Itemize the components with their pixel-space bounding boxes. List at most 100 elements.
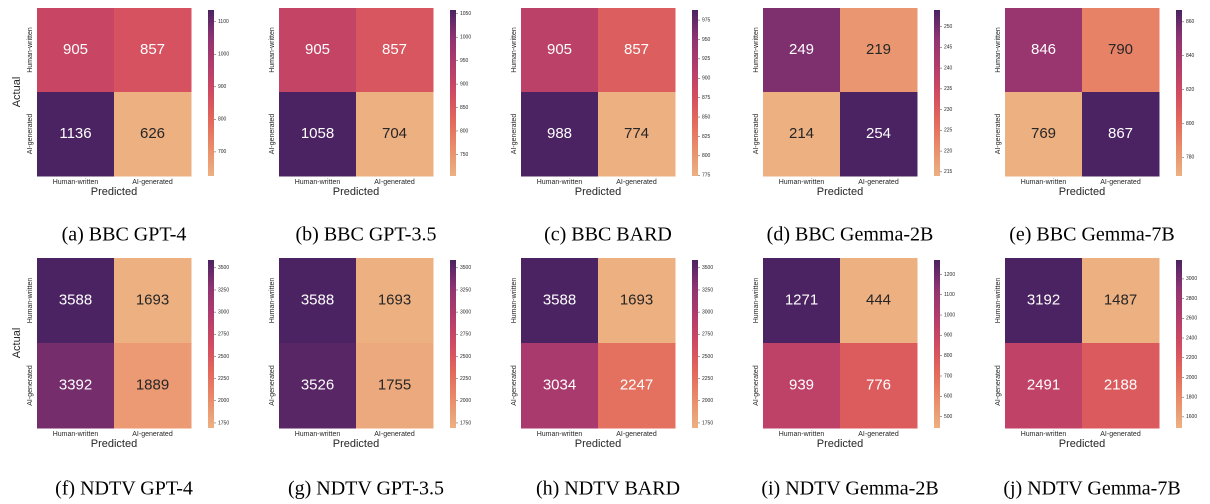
x-tick-label: Human-written: [53, 179, 99, 186]
colorbar-tick-label: 925: [702, 56, 711, 62]
colorbar-tick-label: 2500: [218, 354, 229, 360]
colorbar-tick-label: 3250: [702, 287, 713, 293]
heatmap-cell: [356, 92, 434, 177]
heatmap-cell: [279, 8, 357, 93]
colorbar-tick-label: 1050: [460, 11, 471, 17]
y-tick-label: Human-written: [995, 278, 1002, 324]
cell-value: 2247: [620, 376, 653, 393]
colorbar-tick-label: 1000: [460, 35, 471, 41]
cell-value: 1693: [620, 291, 653, 308]
colorbar-tick-label: 800: [1186, 121, 1195, 127]
heatmap-cell: [356, 8, 434, 93]
colorbar-tick-label: 1600: [1186, 414, 1197, 420]
heatmap-cell: [1082, 258, 1160, 344]
cell-value: 867: [1108, 125, 1133, 142]
colorbar-tick-label: 250: [944, 24, 953, 30]
cell-value: 1136: [59, 125, 91, 142]
colorbar-tick-label: 780: [1186, 155, 1195, 161]
colorbar-tick-label: 1200: [944, 272, 955, 278]
colorbar-tick-label: 875: [702, 95, 711, 101]
colorbar-tick-label: 825: [702, 134, 711, 140]
y-tick-label: AI-generated: [27, 365, 34, 406]
x-axis-label: Predicted: [333, 186, 379, 198]
cell-value: 1487: [1104, 291, 1137, 308]
y-tick-label: AI-generated: [753, 114, 760, 155]
x-tick-label: AI-generated: [132, 179, 173, 186]
colorbar-tick-label: 1800: [1186, 394, 1197, 400]
heatmap-cell: [279, 343, 357, 429]
y-tick-label: AI-generated: [753, 365, 760, 406]
colorbar-tick-label: 3000: [1186, 276, 1197, 282]
colorbar-tick-label: 840: [1186, 53, 1195, 59]
x-tick-label: AI-generated: [374, 179, 415, 186]
cell-value: 1693: [378, 291, 411, 308]
colorbar-tick-label: 3000: [460, 309, 471, 315]
caption: (a) BBC GPT-4: [62, 224, 187, 246]
caption: (h) NDTV BARD: [536, 478, 680, 500]
colorbar-tick-label: 850: [702, 114, 711, 120]
colorbar-tick-label: 220: [944, 148, 953, 154]
colorbar-tick-label: 3000: [702, 309, 713, 315]
x-tick-label: Human-written: [295, 179, 341, 186]
colorbar-tick-label: 2200: [1186, 355, 1197, 361]
cell-value: 704: [382, 125, 407, 142]
caption: (b) BBC GPT-3.5: [296, 224, 437, 246]
heatmap-cell: [114, 258, 192, 344]
heatmap-cell: [840, 343, 918, 429]
y-tick-label: AI-generated: [995, 114, 1002, 155]
cell-value: 790: [1108, 41, 1133, 58]
y-tick-label: AI-generated: [27, 114, 34, 155]
y-tick-label: AI-generated: [511, 365, 518, 406]
heatmap-cell: [521, 343, 599, 429]
heatmap-cell: [1005, 92, 1083, 177]
cell-value: 3392: [59, 376, 92, 393]
heatmap-cell: [598, 258, 676, 344]
colorbar-tick-label: 215: [944, 169, 953, 175]
cell-value: 3588: [301, 291, 334, 308]
colorbar-tick-label: 500: [944, 414, 953, 420]
x-tick-label: AI-generated: [858, 431, 899, 438]
heatmap-cell: [279, 258, 357, 344]
x-tick-label: Human-written: [537, 179, 583, 186]
y-axis-label: Actual: [11, 328, 23, 359]
cell-value: 857: [140, 41, 165, 58]
colorbar-tick-label: 2750: [460, 332, 471, 338]
heatmap-cell: [114, 92, 192, 177]
colorbar-tick-label: 3500: [460, 265, 471, 271]
colorbar-tick-label: 2500: [460, 354, 471, 360]
colorbar-tick-label: 230: [944, 107, 953, 113]
cell-value: 939: [789, 376, 814, 393]
colorbar-tick-label: 3500: [218, 265, 229, 271]
x-tick-label: Human-written: [1021, 431, 1067, 438]
cell-value: 3588: [543, 291, 576, 308]
cell-value: 1755: [378, 376, 411, 393]
colorbar-tick-label: 800: [944, 353, 953, 359]
x-tick-label: Human-written: [779, 431, 825, 438]
colorbar-tick-label: 1000: [218, 52, 229, 58]
heatmap-cell: [356, 343, 434, 429]
colorbar-tick-label: 2000: [1186, 375, 1197, 381]
cell-value: 905: [547, 41, 572, 58]
colorbar-tick-label: 1750: [460, 420, 471, 426]
colorbar-tick-label: 800: [218, 117, 227, 123]
colorbar-tick-label: 900: [702, 76, 711, 82]
cell-value: 1058: [301, 125, 334, 142]
caption: (f) NDTV GPT-4: [55, 478, 193, 500]
x-axis-label: Predicted: [575, 186, 621, 198]
x-axis-label: Predicted: [817, 438, 863, 450]
x-axis-label: Predicted: [817, 186, 863, 198]
caption: (g) NDTV GPT-3.5: [288, 478, 444, 500]
colorbar-tick-label: 225: [944, 128, 953, 134]
x-tick-label: Human-written: [537, 431, 583, 438]
colorbar-tick-label: 750: [460, 152, 469, 158]
x-tick-label: AI-generated: [132, 431, 173, 438]
y-tick-label: Human-written: [511, 278, 518, 324]
cell-value: 1271: [785, 291, 818, 308]
colorbar-tick-label: 900: [218, 84, 227, 90]
y-tick-label: Human-written: [511, 27, 518, 73]
cell-value: 214: [789, 125, 814, 142]
heatmap-cell: [37, 8, 115, 93]
colorbar-tick-label: 2250: [702, 376, 713, 382]
colorbar-tick-label: 975: [702, 17, 711, 23]
